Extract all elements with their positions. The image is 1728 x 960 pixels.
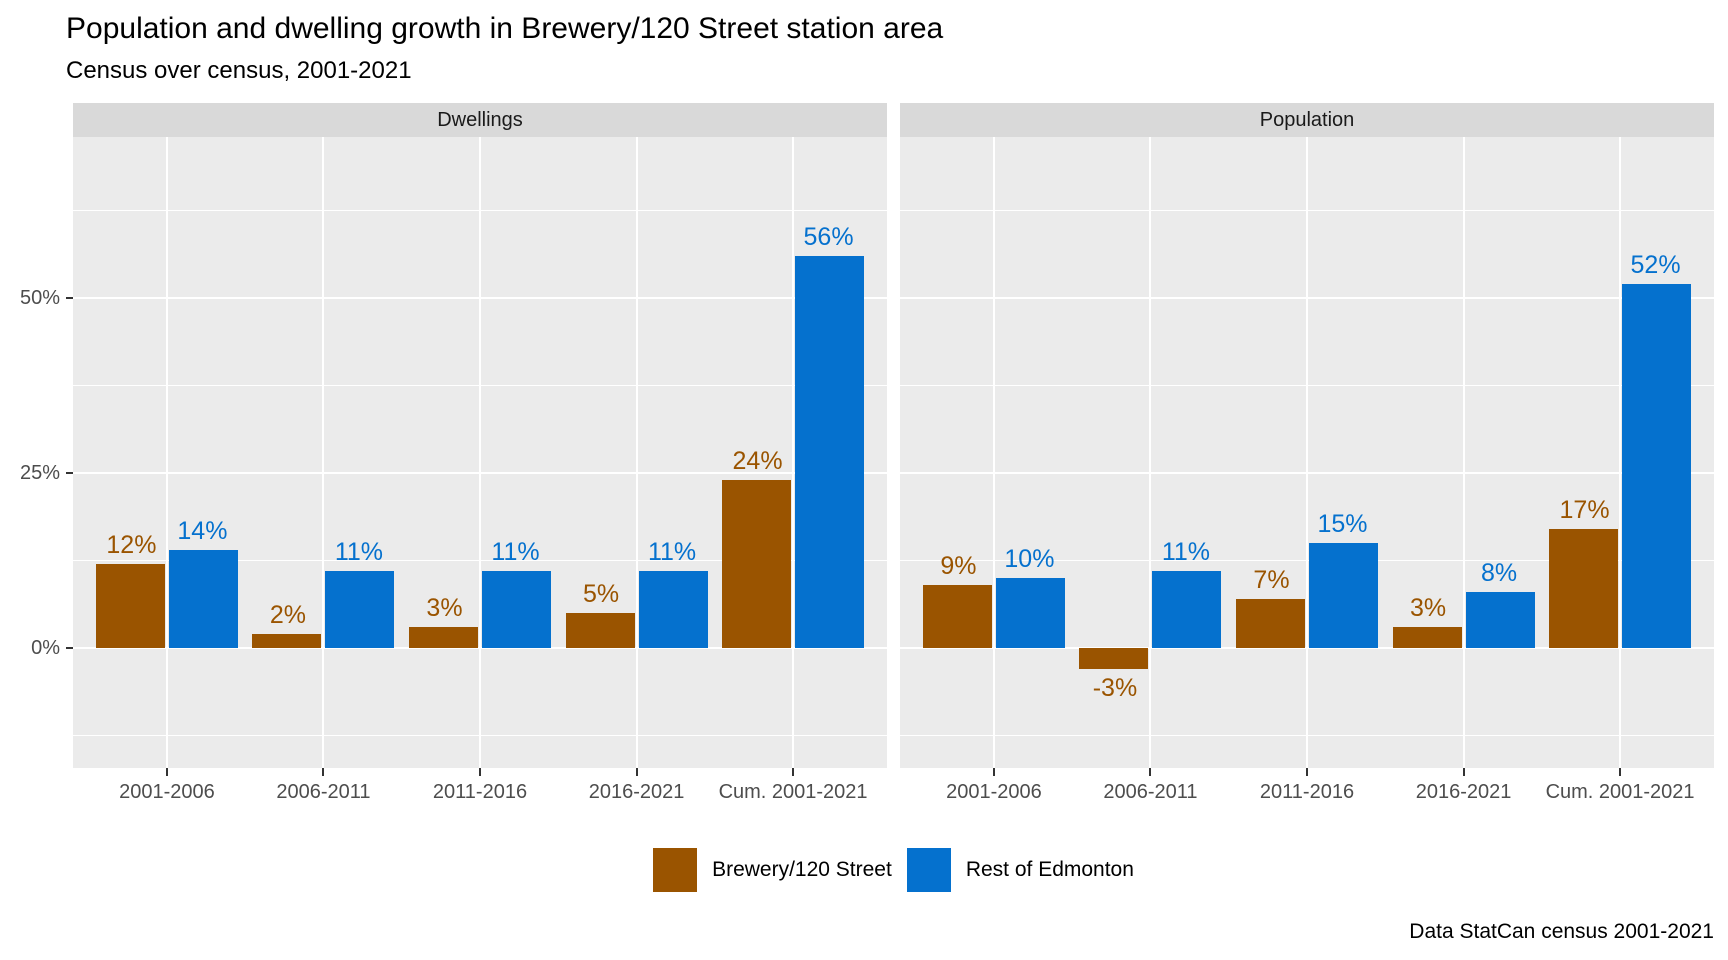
facet-population: Population 9% -3% 7% 3% 17% 10% 11% 15% 8% 52% [900, 103, 1714, 776]
category-gridline [992, 137, 995, 768]
bar-rest-of-edmonton [795, 256, 865, 648]
facet-strip-label: Dwellings [437, 108, 523, 131]
bar-rest-of-edmonton [325, 571, 395, 648]
bar-value-label: 52% [1630, 251, 1681, 279]
chart-subtitle: Census over census, 2001-2021 [66, 57, 412, 84]
x-axis-label: 2011-2016 [432, 781, 528, 803]
plot-panel-population: 9% -3% 7% 3% 17% 10% 11% 15% 8% 52% [900, 137, 1714, 768]
x-axis-label: 2001-2006 [946, 781, 1042, 803]
y-axis-label: 25% [19, 462, 60, 484]
bar-brewery [252, 634, 322, 648]
bar-brewery [922, 585, 992, 648]
category-gridline [1149, 137, 1152, 768]
category-gridline [479, 137, 481, 768]
bar-value-label: 2% [269, 601, 307, 629]
x-axis-tick [635, 768, 638, 776]
x-axis-label: Cum. 2001-2021 [1545, 781, 1695, 803]
facet-strip: Dwellings [73, 103, 887, 137]
bar-brewery [565, 613, 635, 648]
x-axis-tick [322, 768, 325, 776]
bar-value-label: 14% [177, 517, 228, 545]
bar-rest-of-edmonton [168, 550, 238, 648]
x-axis-label: 2001-2006 [119, 781, 215, 803]
bar-value-label: 3% [1409, 594, 1447, 622]
legend-label-rest-of-edmonton: Rest of Edmonton [965, 858, 1134, 881]
category-gridline [1462, 137, 1465, 768]
bar-rest-of-edmonton [1309, 543, 1378, 648]
bar-value-label: 9% [940, 552, 977, 580]
bar-value-label: 5% [582, 580, 620, 608]
legend-label-brewery: Brewery/120 Street [712, 858, 892, 881]
bar-value-label: 7% [1253, 566, 1290, 594]
x-axis-tick [792, 768, 795, 776]
bar-value-label: -3% [1092, 674, 1138, 702]
legend-key-rest-of-edmonton [906, 848, 951, 892]
bar-value-label: 11% [334, 538, 384, 566]
bar-rest-of-edmonton [995, 578, 1065, 648]
y-axis-tick [66, 647, 73, 649]
bar-brewery [409, 627, 478, 648]
bar-value-label: 15% [1317, 510, 1368, 538]
plot-panel-dwellings: 12% 2% 3% 5% 24% 14% 11% 11% 11% 56% [73, 137, 887, 768]
bar-brewery [1392, 627, 1462, 648]
y-axis-tick [66, 472, 73, 474]
x-axis-label: 2006-2011 [1103, 781, 1198, 803]
bar-rest-of-edmonton [1152, 571, 1222, 648]
x-axis-tick [479, 768, 481, 776]
bar-value-label: 10% [1004, 545, 1055, 573]
bar-brewery [1549, 529, 1619, 648]
x-axis-label: 2006-2011 [276, 781, 371, 803]
bar-value-label: 11% [647, 538, 697, 566]
bar-value-label: 8% [1480, 559, 1518, 587]
x-axis-tick [1306, 768, 1308, 776]
category-gridline [165, 137, 168, 768]
y-axis-tick [66, 297, 73, 299]
x-axis-label: 2011-2016 [1259, 781, 1355, 803]
chart-title: Population and dwelling growth in Brewer… [66, 12, 944, 45]
bar-rest-of-edmonton [638, 571, 708, 648]
bar-value-label: 11% [1161, 538, 1211, 566]
bar-brewery [95, 564, 165, 648]
bar-value-label: 11% [491, 538, 540, 566]
bar-brewery [1079, 648, 1149, 669]
category-gridline [322, 137, 325, 768]
facet-dwellings: Dwellings 12% 2% 3% 5% 24% 14% 11% 11% 11% 56% [73, 103, 887, 776]
x-axis-tick [992, 768, 995, 776]
category-gridline [635, 137, 638, 768]
legend-key-brewery [653, 848, 698, 892]
chart-caption: Data StatCan census 2001-2021 [1409, 920, 1714, 943]
bar-value-label: 12% [106, 531, 157, 559]
y-axis-label: 50% [19, 287, 60, 309]
category-gridline [792, 137, 795, 768]
facet-strip: Population [900, 103, 1714, 137]
bar-rest-of-edmonton [482, 571, 551, 648]
x-axis-tick [1619, 768, 1622, 776]
bar-brewery [1236, 599, 1305, 648]
category-gridline [1619, 137, 1622, 768]
x-axis-tick [1149, 768, 1152, 776]
bar-value-label: 56% [803, 223, 854, 251]
bar-value-label: 24% [732, 447, 783, 475]
legend: Brewery/120 Street Rest of Edmonton [73, 848, 1714, 892]
x-axis-tick [1462, 768, 1465, 776]
bar-value-label: 17% [1559, 496, 1610, 524]
x-axis-label: Cum. 2001-2021 [718, 781, 868, 803]
category-gridline [1306, 137, 1308, 768]
bar-value-label: 3% [426, 594, 463, 622]
bar-rest-of-edmonton [1622, 284, 1692, 648]
x-axis-label: 2016-2021 [1415, 781, 1512, 803]
y-axis-label: 0% [31, 637, 60, 659]
x-axis-tick [165, 768, 168, 776]
bar-brewery [722, 480, 792, 648]
bar-rest-of-edmonton [1465, 592, 1535, 648]
x-axis-label: 2016-2021 [588, 781, 685, 803]
facet-strip-label: Population [1259, 108, 1355, 131]
